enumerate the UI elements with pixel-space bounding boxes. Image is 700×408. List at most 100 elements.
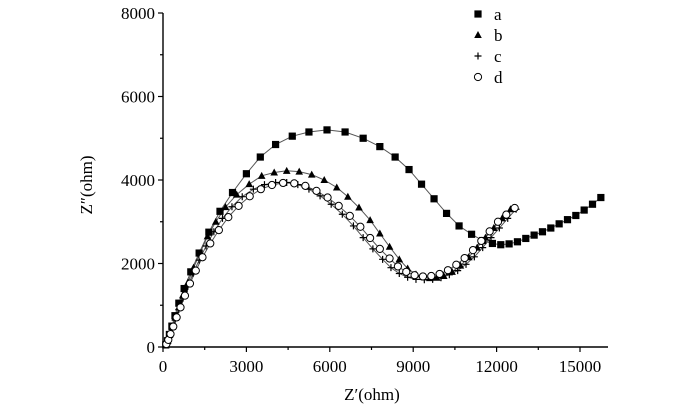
point-c-29	[395, 270, 403, 278]
point-c-22	[327, 200, 335, 208]
x-axis-title: Z′(ohm)	[344, 385, 400, 404]
point-a-27	[467, 230, 476, 238]
legend-label-c: c	[494, 47, 502, 66]
point-d-2	[166, 329, 175, 339]
point-d-7	[185, 279, 195, 288]
point-c-28	[387, 264, 395, 272]
point-a-38	[563, 216, 572, 224]
point-d-26	[375, 244, 384, 253]
point-d-39	[485, 227, 494, 236]
legend-marker-a	[474, 10, 482, 18]
point-d-19	[301, 181, 310, 190]
point-a-5	[175, 299, 183, 307]
point-a-29	[488, 239, 497, 248]
point-c-16	[260, 181, 268, 189]
point-a-24	[430, 195, 438, 203]
x-tick-label-9000: 9000	[396, 357, 430, 376]
y-tick-label-4000: 4000	[121, 171, 155, 190]
point-c-37	[462, 260, 470, 268]
legend-marker-c	[474, 52, 482, 60]
x-tick-label-15000: 15000	[559, 357, 602, 376]
point-d-36	[460, 253, 469, 263]
point-d-21	[323, 193, 332, 202]
point-a-26	[455, 222, 463, 230]
point-b-10	[203, 232, 212, 240]
point-b-17	[282, 166, 291, 174]
point-b-25	[376, 229, 384, 237]
point-d-34	[443, 266, 453, 275]
ticks: 0 3000 6000 9000 12000 15000 0 2000 4000 6000 8000	[121, 4, 601, 376]
point-b-26	[385, 242, 394, 250]
point-a-12	[242, 170, 250, 178]
point-a-16	[305, 128, 313, 136]
legend-marker-d	[473, 72, 483, 82]
fit-curve-b	[162, 170, 511, 348]
point-d-22	[334, 201, 343, 210]
point-d-24	[356, 222, 365, 231]
point-a-11	[228, 188, 237, 197]
point-c-41	[495, 224, 503, 232]
point-a-15	[288, 132, 296, 140]
point-a-31	[505, 240, 513, 248]
point-a-35	[538, 228, 547, 236]
x-tick-label-6000: 6000	[313, 357, 347, 376]
point-a-36	[547, 224, 555, 232]
point-d-37	[468, 246, 478, 255]
point-c-39	[479, 244, 487, 252]
point-a-41	[588, 200, 597, 208]
point-d-4	[172, 313, 181, 322]
point-b-18	[295, 167, 304, 175]
y-tick-label-6000: 6000	[121, 88, 155, 107]
point-a-22	[405, 165, 413, 174]
data-marks	[162, 126, 605, 349]
point-a-19	[359, 134, 367, 142]
point-b-21	[332, 183, 341, 191]
x-tick-label-3000: 3000	[229, 357, 263, 376]
point-d-23	[345, 211, 354, 221]
x-tick-label-12000: 12000	[475, 357, 518, 376]
point-d-5	[176, 303, 185, 312]
point-d-31	[418, 272, 428, 281]
point-a-13	[256, 153, 264, 161]
point-d-33	[435, 269, 444, 279]
legend-label-b: b	[494, 26, 503, 45]
point-a-10	[216, 207, 224, 215]
point-a-17	[323, 126, 331, 134]
point-c-40	[487, 234, 495, 242]
point-d-29	[402, 267, 411, 276]
axes	[162, 13, 608, 348]
point-a-34	[530, 231, 538, 239]
point-d-38	[477, 236, 486, 246]
point-d-9	[198, 253, 207, 262]
point-a-30	[497, 241, 505, 249]
point-d-12	[224, 213, 233, 222]
point-a-33	[522, 234, 530, 243]
point-c-38	[470, 253, 478, 261]
x-tick-label-0: 0	[159, 357, 168, 376]
point-a-6	[180, 284, 188, 293]
point-a-20	[376, 143, 384, 151]
point-c-23	[338, 210, 346, 218]
y-tick-label-2000: 2000	[121, 255, 155, 274]
point-a-7	[187, 268, 195, 276]
point-b-13	[232, 190, 241, 198]
y-tick-label-0: 0	[147, 338, 156, 357]
point-c-14	[238, 193, 246, 201]
point-c-24	[349, 222, 357, 230]
point-c-26	[369, 245, 377, 253]
point-d-6	[180, 291, 190, 300]
point-a-18	[341, 128, 349, 136]
point-a-40	[580, 206, 588, 214]
point-a-25	[442, 209, 451, 217]
point-c-25	[359, 234, 367, 242]
point-d-20	[312, 186, 321, 195]
point-b-12	[221, 203, 230, 211]
point-a-9	[205, 228, 213, 236]
point-a-32	[513, 238, 522, 246]
point-b-11	[212, 217, 220, 225]
point-d-11	[214, 226, 223, 235]
point-a-37	[555, 220, 563, 228]
y-axis-title: Z″(ohm)	[77, 155, 96, 214]
point-d-40	[493, 217, 503, 226]
